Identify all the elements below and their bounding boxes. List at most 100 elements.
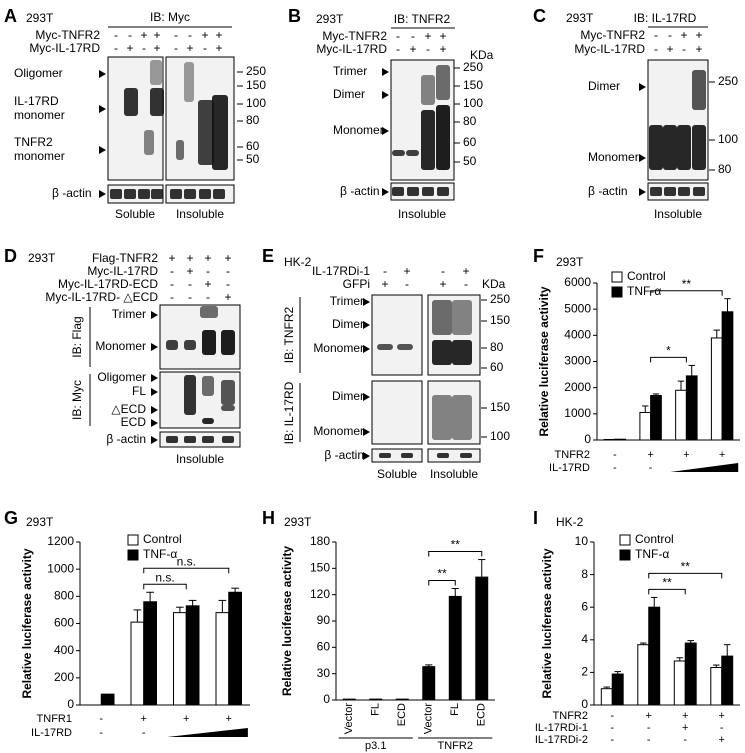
- marker-label: 60: [246, 139, 260, 153]
- condition-sign: -: [99, 727, 103, 739]
- condition-sign: -: [142, 41, 146, 55]
- bar: [648, 606, 661, 706]
- y-tick-label: 6000: [564, 275, 591, 289]
- y-tick-label: 1000: [47, 561, 74, 575]
- band-label: Dimer: [332, 389, 364, 403]
- condition-sign: -: [170, 264, 174, 278]
- error-bar: [614, 671, 622, 675]
- condition-sign: +: [439, 277, 446, 291]
- band-arrow: [639, 83, 646, 91]
- condition-sign: +: [186, 41, 193, 55]
- band: [198, 100, 214, 165]
- condition-sign: +: [140, 28, 147, 42]
- legend-swatch: [127, 534, 139, 546]
- loading-label: β -actin: [588, 184, 628, 198]
- band-arrow: [382, 91, 389, 99]
- condition-label: TNFR2: [555, 449, 590, 461]
- bar: [395, 698, 409, 701]
- error-bar: [724, 298, 731, 312]
- band: [392, 187, 404, 196]
- condition-sign: +: [153, 41, 160, 55]
- y-tick-label: 8: [581, 567, 588, 581]
- band-label: ECD: [121, 415, 147, 429]
- band: [124, 189, 136, 199]
- condition-sign: +: [646, 710, 652, 722]
- bar: [721, 311, 734, 441]
- condition-sign: +: [153, 28, 160, 42]
- bar: [422, 666, 436, 701]
- condition-sign: +: [204, 277, 211, 291]
- group-label: p3.1: [365, 740, 386, 752]
- condition-sign: +: [186, 264, 193, 278]
- band-label: Monomer: [95, 339, 146, 353]
- band: [184, 375, 196, 415]
- band: [649, 125, 663, 170]
- error-bar: [688, 364, 695, 376]
- error-bar: [478, 559, 486, 578]
- band-label: monomer: [14, 149, 65, 163]
- band: [202, 330, 216, 355]
- significance-label: **: [451, 538, 461, 552]
- y-axis-label: Relative luciferase activity: [280, 546, 294, 696]
- error-bar: [146, 591, 154, 602]
- band-arrow: [99, 190, 106, 198]
- condition-label: Myc-IL-17RD- △ECD: [45, 290, 158, 304]
- band: [184, 340, 196, 350]
- bar: [721, 655, 734, 706]
- y-tick-label: 90: [317, 613, 331, 627]
- band: [184, 189, 196, 199]
- band: [124, 88, 138, 116]
- bar: [639, 412, 652, 441]
- band-arrow: [639, 154, 646, 162]
- fraction-label: Soluble: [115, 207, 155, 221]
- kda-label: KDa: [470, 48, 494, 62]
- band: [166, 436, 178, 443]
- band: [392, 150, 405, 156]
- band: [678, 187, 690, 196]
- error-bar: [176, 606, 184, 613]
- y-tick-label: 600: [54, 616, 74, 630]
- band: [421, 75, 435, 105]
- band: [437, 187, 449, 196]
- condition-sign: +: [183, 713, 189, 725]
- condition-sign: +: [462, 264, 469, 278]
- band: [407, 187, 419, 196]
- condition-sign: -: [654, 28, 658, 42]
- error-bar: [713, 329, 720, 338]
- panel-letter: G: [4, 508, 18, 528]
- blot: [371, 294, 423, 376]
- condition-sign: +: [719, 734, 725, 746]
- bar: [130, 621, 145, 706]
- condition-sign: +: [719, 449, 725, 461]
- significance-bracket: [428, 580, 456, 586]
- band-label: Monomer: [313, 424, 364, 438]
- loading-label: β -actin: [324, 448, 364, 462]
- error-bar: [677, 380, 685, 391]
- condition-sign: -: [610, 722, 614, 734]
- error-bar: [687, 640, 695, 644]
- band: [677, 125, 691, 170]
- condition-sign: -: [647, 734, 651, 746]
- error-bar: [133, 609, 142, 623]
- legend-swatch: [619, 534, 631, 546]
- bar: [611, 673, 624, 706]
- error-bar: [603, 686, 611, 689]
- y-tick-label: 2000: [564, 380, 591, 394]
- marker-label: 60: [463, 135, 477, 149]
- band: [200, 306, 218, 318]
- condition-label: IL-17RDi-1: [312, 264, 370, 278]
- bar: [369, 698, 383, 701]
- cell-line: HK-2: [284, 255, 312, 269]
- band-label: Trimer: [112, 307, 146, 321]
- band: [184, 62, 194, 102]
- condition-label: GFPi: [343, 277, 370, 291]
- band: [170, 189, 182, 199]
- error-bar: [676, 657, 684, 661]
- error-bar: [723, 644, 731, 657]
- antibody-label: IB: Myc: [150, 10, 190, 24]
- significance-bracket: [650, 356, 687, 363]
- condition-sign: -: [654, 42, 658, 56]
- y-tick-label: 1200: [47, 534, 74, 548]
- y-tick-label: 3000: [564, 354, 591, 368]
- condition-sign: +: [647, 449, 653, 461]
